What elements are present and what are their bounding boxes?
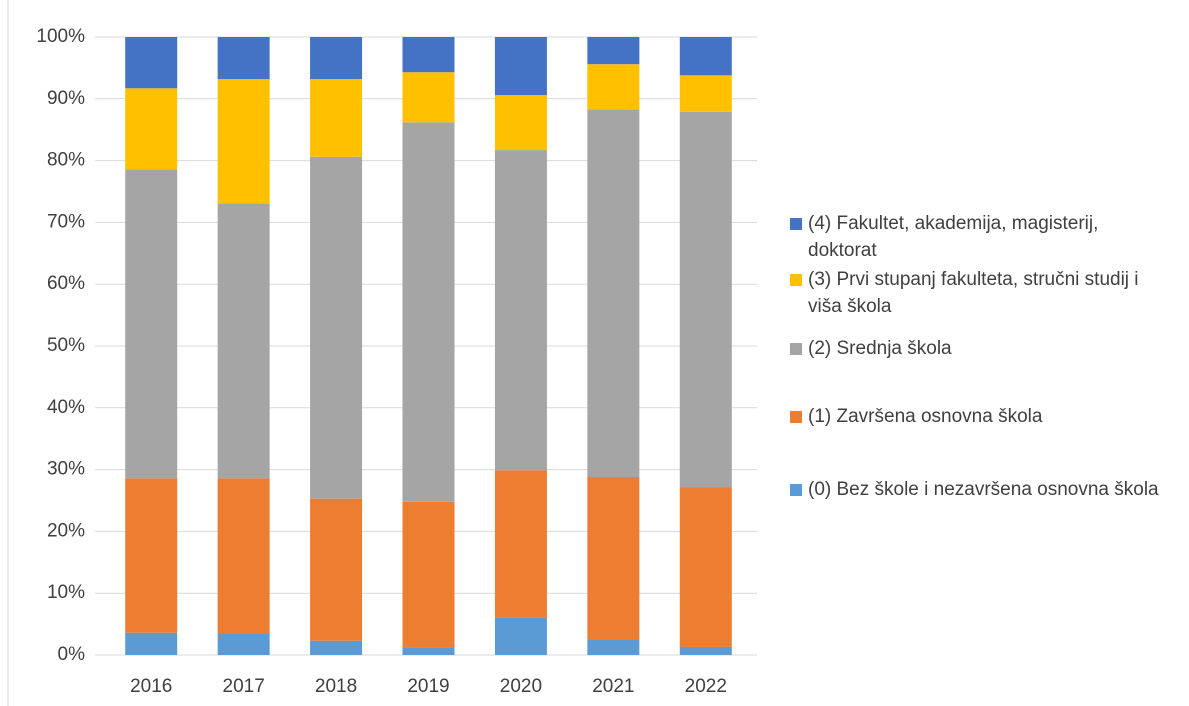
bar-segment — [679, 487, 732, 647]
bar-segment — [587, 37, 640, 65]
bar-segment — [217, 37, 270, 80]
legend-entry: (0) Bez škole i nezavršena osnovna škola — [790, 476, 1168, 503]
y-tick-label: 50% — [47, 335, 85, 356]
bar-segment — [125, 37, 178, 89]
y-tick-label: 30% — [47, 459, 85, 480]
legend-entry: (4) Fakultet, akademija, magisterij, dok… — [790, 210, 1168, 264]
bar-segment — [217, 203, 270, 479]
legend-label: (1) Završena osnovna škola — [808, 406, 1043, 427]
y-tick-label: 40% — [47, 397, 85, 418]
bar-segment — [402, 72, 455, 123]
y-tick-label: 60% — [47, 273, 85, 294]
bar-segment — [310, 640, 363, 655]
bar-segment — [310, 37, 363, 80]
y-tick-label: 20% — [47, 520, 85, 541]
legend-swatch — [790, 411, 802, 423]
bar-segment — [494, 617, 547, 655]
bar-segment — [587, 639, 640, 655]
legend-swatch — [790, 218, 802, 230]
y-tick-label: 0% — [58, 644, 86, 665]
bar-segment — [310, 79, 363, 157]
bar-segment — [587, 109, 640, 478]
legend-swatch — [790, 274, 802, 286]
legend-entry: (1) Završena osnovna škola — [790, 403, 1168, 430]
x-tick-label: 2017 — [223, 676, 265, 697]
bar-segment — [125, 478, 178, 633]
bar-segment — [310, 156, 363, 499]
bar-segment — [217, 79, 270, 204]
bar-segment — [217, 633, 270, 655]
legend-entry: (3) Prvi stupanj fakulteta, stručni stud… — [790, 266, 1168, 320]
y-tick-label: 80% — [47, 150, 85, 171]
bar-segment — [125, 632, 178, 655]
legend-label: (0) Bez škole i nezavršena osnovna škola — [808, 479, 1159, 500]
y-tick-label: 90% — [47, 88, 85, 109]
x-tick-label: 2018 — [315, 676, 357, 697]
legend-label: (3) Prvi stupanj fakulteta, stručni stud… — [808, 269, 1139, 317]
bar-segment — [125, 169, 178, 479]
bar-segment — [402, 501, 455, 648]
legend-label: (2) Srednja škola — [808, 338, 952, 359]
legend-entry: (2) Srednja škola — [790, 335, 1168, 362]
bar-segment — [494, 150, 547, 471]
x-tick-label: 2021 — [592, 676, 634, 697]
bar-segment — [494, 95, 547, 151]
legend-swatch — [790, 343, 802, 355]
bar-segment — [679, 646, 732, 655]
bar-segment — [679, 111, 732, 488]
legend-label: (4) Fakultet, akademija, magisterij, dok… — [808, 213, 1099, 261]
bar-segment — [587, 477, 640, 640]
x-tick-label: 2019 — [407, 676, 449, 697]
y-tick-label: 100% — [36, 26, 85, 47]
bar-segment — [494, 37, 547, 96]
bar-segment — [494, 470, 547, 618]
x-tick-label: 2022 — [685, 676, 727, 697]
bar-segment — [402, 122, 455, 502]
bar-segment — [402, 37, 455, 73]
x-tick-label: 2016 — [130, 676, 172, 697]
bar-segment — [679, 75, 732, 112]
y-tick-label: 10% — [47, 582, 85, 603]
legend-swatch — [790, 484, 802, 496]
bar-segment — [310, 498, 363, 641]
bar-segment — [402, 647, 455, 655]
bar-segment — [587, 64, 640, 110]
x-tick-label: 2020 — [500, 676, 542, 697]
bar-segment — [217, 478, 270, 634]
y-tick-label: 70% — [47, 211, 85, 232]
bar-segment — [125, 88, 178, 170]
bar-segment — [679, 37, 732, 76]
